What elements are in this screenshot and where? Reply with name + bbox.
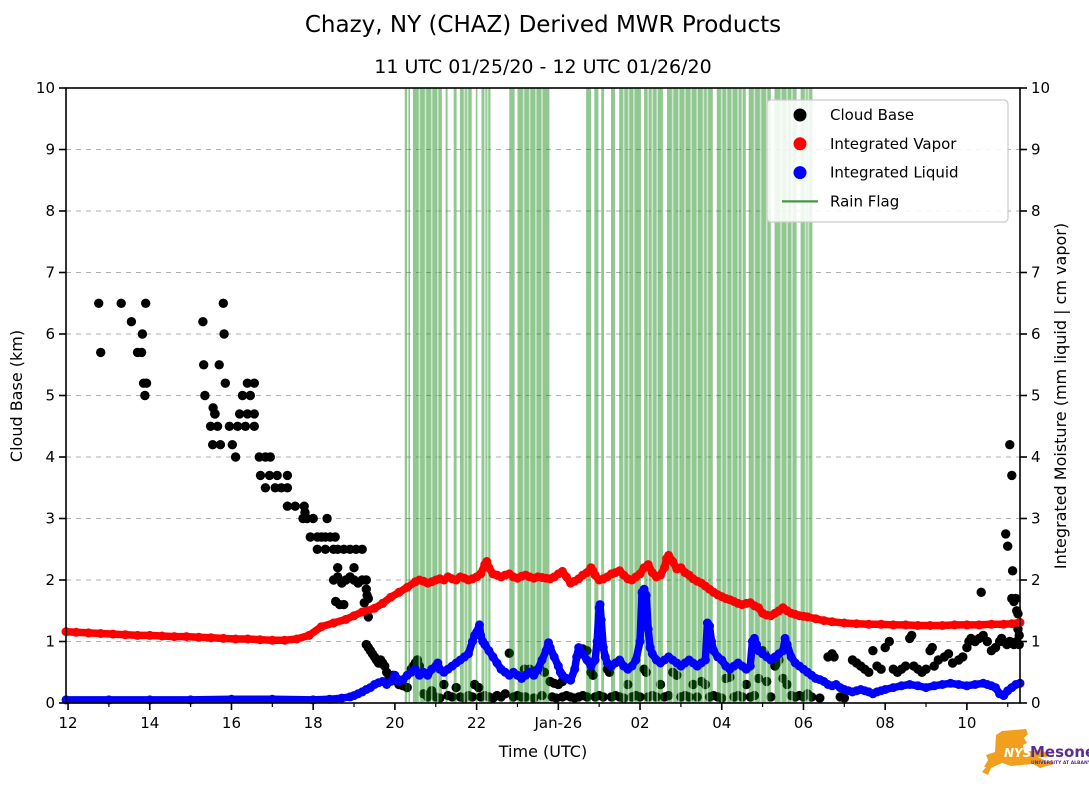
rain-flag-band bbox=[445, 88, 448, 703]
rain-flag-band bbox=[586, 88, 591, 703]
legend-label: Cloud Base bbox=[830, 106, 914, 124]
rain-flag-band bbox=[459, 88, 472, 703]
y-left-tick-label: 5 bbox=[45, 387, 55, 405]
legend-marker-dot bbox=[793, 166, 807, 180]
x-tick-label: 04 bbox=[712, 714, 731, 732]
y-right-tick-label: 5 bbox=[1031, 387, 1041, 405]
ny-state-shape-icon bbox=[982, 729, 1054, 775]
y-right-tick-label: 1 bbox=[1031, 633, 1041, 651]
rain-flag-band bbox=[509, 88, 515, 703]
axes: 12 14 16 18 20 22 Jan-26 02 04 06 08 100 01 12 23 34 45 5… bbox=[36, 79, 1050, 732]
legend-marker-dot bbox=[793, 108, 807, 122]
rain-flag-band bbox=[774, 88, 797, 703]
y-left-tick-label: 10 bbox=[36, 79, 55, 97]
legend-label: Rain Flag bbox=[830, 192, 899, 210]
y-left-tick-label: 7 bbox=[45, 264, 55, 282]
x-tick-label: 08 bbox=[876, 714, 895, 732]
y-left-tick-label: 3 bbox=[45, 510, 55, 528]
cloud-base-points bbox=[94, 298, 1024, 703]
rain-flag-band bbox=[611, 88, 616, 703]
integrated-liquid-points bbox=[61, 584, 1025, 705]
y-right-tick-label: 9 bbox=[1031, 141, 1041, 159]
x-tick-label: 10 bbox=[957, 714, 976, 732]
y-right-tick-label: 4 bbox=[1031, 448, 1041, 466]
rain-flag-bands bbox=[404, 88, 813, 703]
legend-label: Integrated Liquid bbox=[830, 164, 959, 182]
y-left-tick-label: 9 bbox=[45, 141, 55, 159]
legend-box bbox=[766, 99, 1009, 223]
rain-flag-band bbox=[667, 88, 713, 703]
rain-flag-band bbox=[404, 88, 408, 703]
y-right-axis-label: Integrated Moisture (mm liquid | cm vapo… bbox=[1051, 223, 1070, 569]
logo-mesonet-text: Mesonet bbox=[1030, 743, 1089, 761]
x-tick-label: 16 bbox=[222, 714, 241, 732]
legend-label: Integrated Vapor bbox=[830, 135, 957, 153]
rain-flag-band bbox=[601, 88, 605, 703]
rain-flag-band bbox=[408, 88, 410, 703]
page-subtitle: 11 UTC 01/25/20 - 12 UTC 01/26/20 bbox=[374, 56, 711, 78]
y-left-tick-label: 4 bbox=[45, 448, 55, 466]
y-left-tick-label: 8 bbox=[45, 202, 55, 220]
legend-marker-dot bbox=[793, 137, 807, 151]
y-right-tick-label: 6 bbox=[1031, 325, 1041, 343]
page-title: Chazy, NY (CHAZ) Derived MWR Products bbox=[305, 12, 781, 38]
x-tick-label: 20 bbox=[385, 714, 404, 732]
y-left-tick-label: 0 bbox=[45, 694, 55, 712]
y-right-tick-label: 0 bbox=[1031, 694, 1041, 712]
x-tick-label: 12 bbox=[58, 714, 77, 732]
nys-mesonet-logo: NYS Mesonet UNIVERSITY AT ALBANY bbox=[982, 729, 1089, 775]
legend: Cloud Base Integrated Vapor Integrated Liq… bbox=[766, 99, 1009, 223]
rain-flag-band bbox=[475, 88, 478, 703]
x-tick-label: 02 bbox=[630, 714, 649, 732]
y-right-tick-label: 7 bbox=[1031, 264, 1041, 282]
x-tick-label: 06 bbox=[794, 714, 813, 732]
rain-flag-band bbox=[800, 88, 813, 703]
rain-flag-band bbox=[619, 88, 641, 703]
y-left-tick-label: 1 bbox=[45, 633, 55, 651]
y-right-tick-label: 10 bbox=[1031, 79, 1050, 97]
x-axis-label: Time (UTC) bbox=[498, 742, 587, 761]
y-left-tick-label: 6 bbox=[45, 325, 55, 343]
y-left-axis-label: Cloud Base (km) bbox=[7, 330, 26, 462]
rain-flag-band bbox=[594, 88, 599, 703]
x-tick-label: 22 bbox=[467, 714, 486, 732]
y-left-tick-label: 2 bbox=[45, 571, 55, 589]
y-right-tick-label: 2 bbox=[1031, 571, 1041, 589]
rain-flag-band bbox=[517, 88, 550, 703]
x-tick-label: Jan-26 bbox=[534, 714, 583, 732]
x-tick-label: 18 bbox=[304, 714, 323, 732]
x-tick-label: 14 bbox=[140, 714, 159, 732]
y-right-tick-label: 3 bbox=[1031, 510, 1041, 528]
logo-tagline-text: UNIVERSITY AT ALBANY bbox=[1031, 760, 1089, 766]
rain-flag-band bbox=[481, 88, 491, 703]
y-right-tick-label: 8 bbox=[1031, 202, 1041, 220]
integrated-vapor-points bbox=[61, 550, 1025, 645]
logo-nys-text: NYS bbox=[1004, 746, 1031, 760]
rain-flag-band bbox=[453, 88, 457, 703]
